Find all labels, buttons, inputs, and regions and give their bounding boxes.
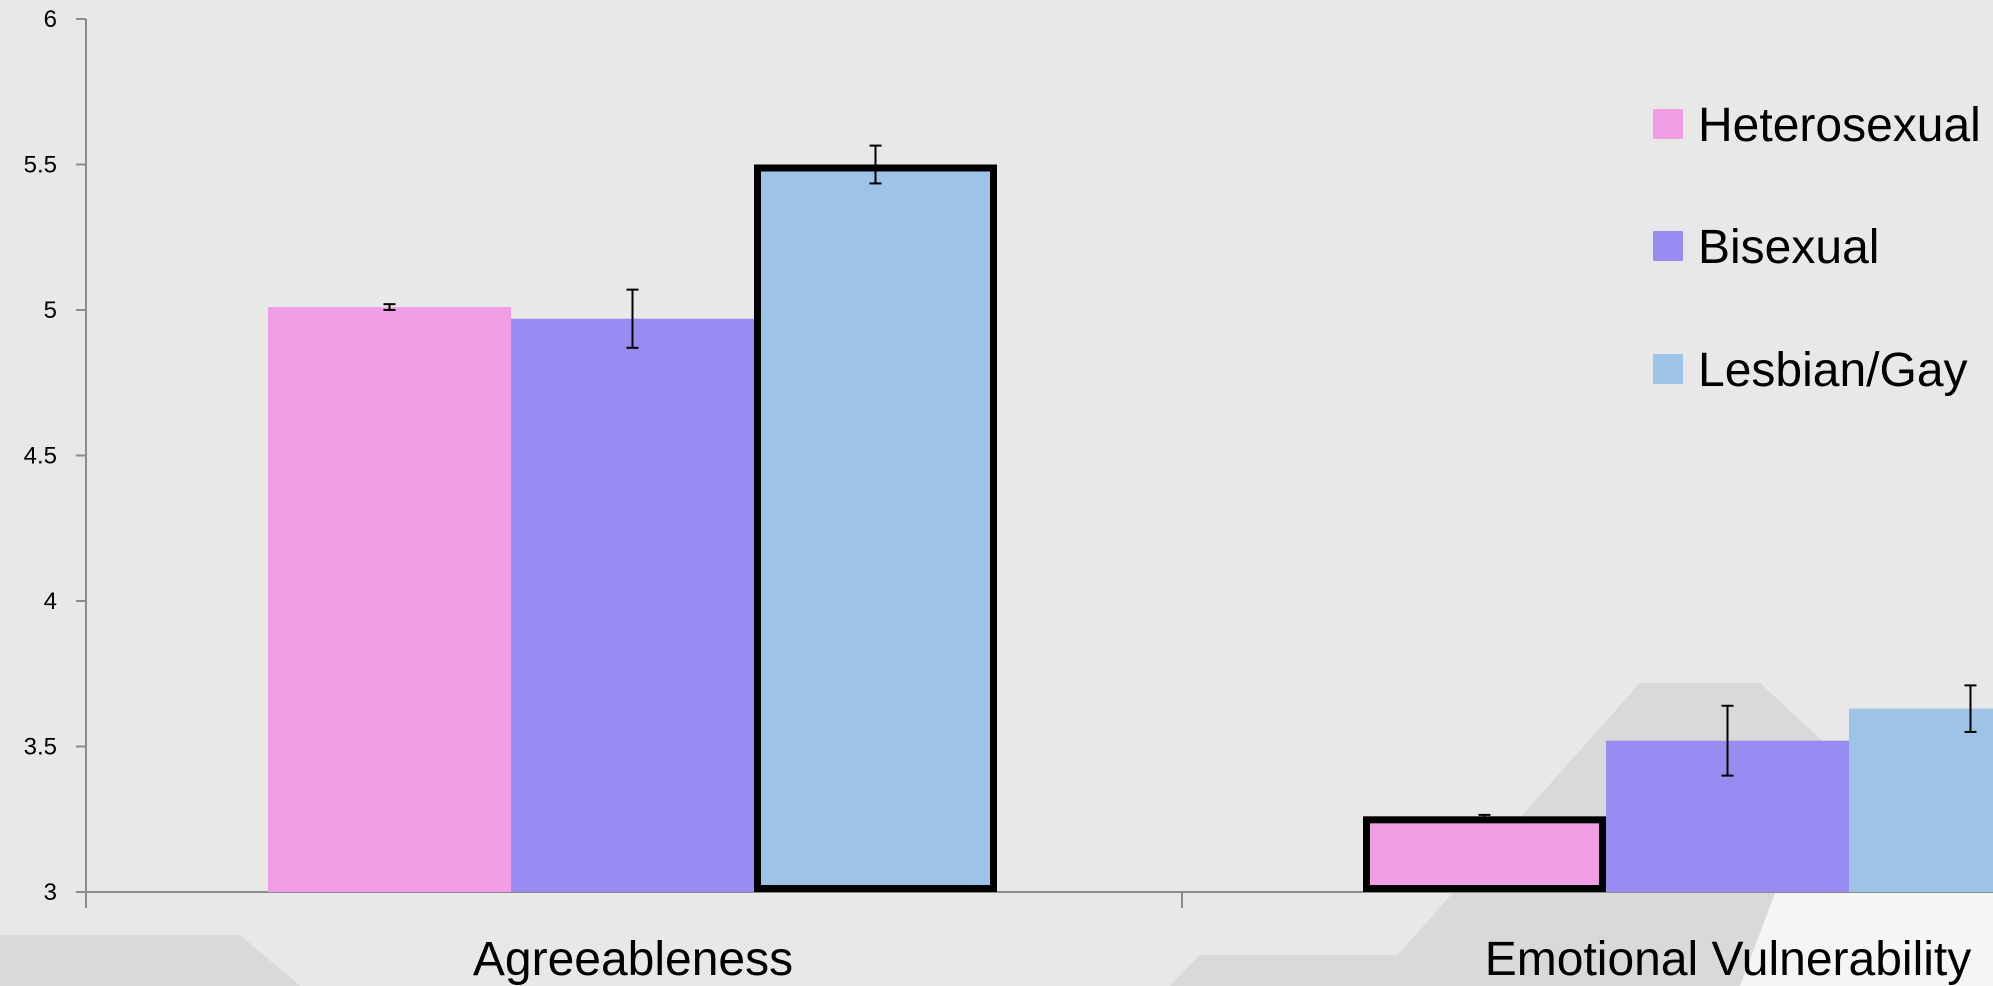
legend-label: Bisexual [1698, 221, 1879, 274]
bar-bisexual-0 [511, 318, 754, 893]
legend-label: Lesbian/Gay [1698, 344, 1968, 397]
bar-lesbian-gay-1 [1849, 708, 1993, 892]
y-tick-label: 4.5 [24, 443, 57, 470]
y-tick-label: 5.5 [24, 152, 57, 179]
legend-swatch [1653, 231, 1683, 261]
bar-highlight-outline [1363, 816, 1606, 893]
y-tick-labels: 3 3.5 4 4.5 5 5.5 6 [24, 6, 57, 906]
bar-heterosexual-0 [268, 307, 511, 893]
bar-heterosexual-1 [1363, 816, 1606, 892]
y-tick-label: 4 [44, 588, 57, 615]
error-bars [383, 144, 1977, 819]
category-labels: Agreeableness Emotional Vulnerability [473, 933, 1971, 986]
category-label: Emotional Vulnerability [1485, 933, 1971, 986]
legend-swatch [1653, 109, 1683, 139]
legend-swatch [1653, 354, 1683, 384]
legend-label: Heterosexual [1698, 99, 1981, 152]
category-label: Agreeableness [473, 933, 793, 986]
y-tick-label: 3 [44, 879, 57, 906]
bars [268, 164, 1993, 893]
y-tick-label: 3.5 [24, 734, 57, 761]
y-tick-label: 6 [44, 6, 57, 33]
legend: Heterosexual Bisexual Lesbian/Gay [1653, 99, 1981, 397]
y-tick-label: 5 [44, 297, 57, 324]
bar-lesbian-gay-0 [754, 164, 997, 892]
